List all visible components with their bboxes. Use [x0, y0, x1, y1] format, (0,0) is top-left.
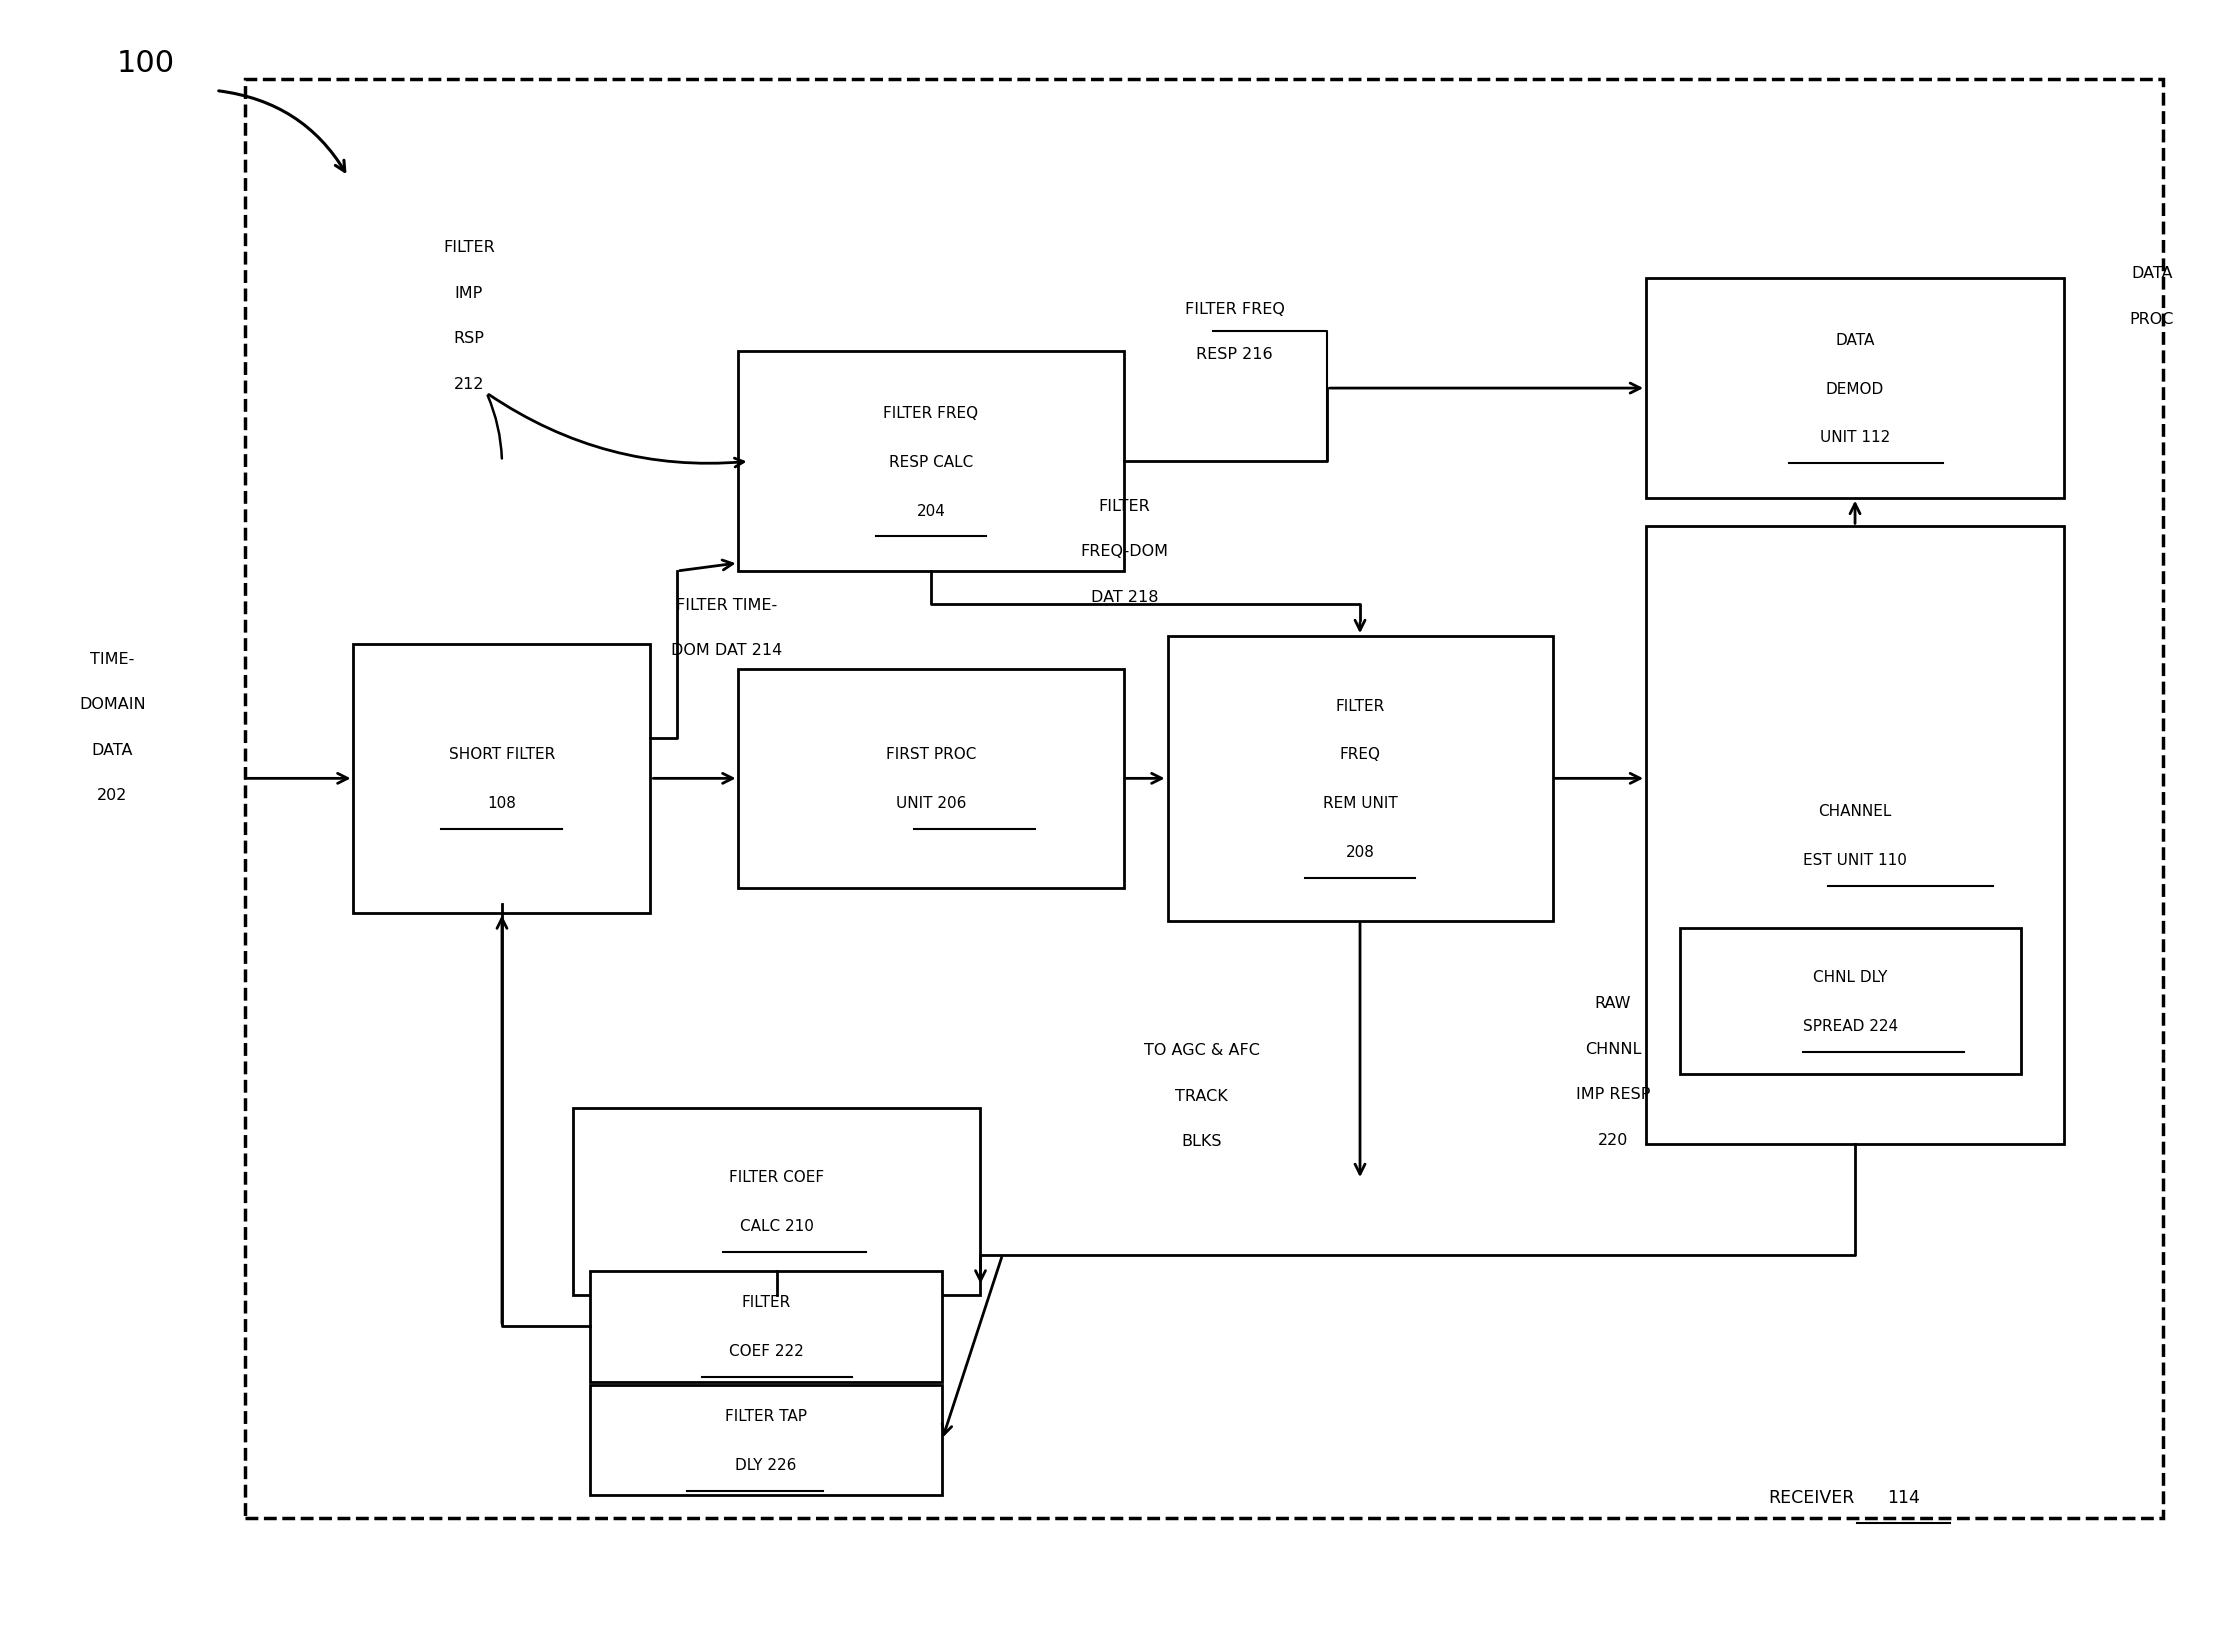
Text: DATA: DATA	[1835, 333, 1875, 347]
Text: TRACK: TRACK	[1176, 1088, 1229, 1103]
Text: FILTER: FILTER	[1098, 498, 1151, 513]
Bar	[739, 669, 1122, 888]
Text: DOMAIN: DOMAIN	[80, 697, 146, 711]
Text: RESP 216: RESP 216	[1196, 347, 1273, 362]
Text: DAT 218: DAT 218	[1092, 590, 1158, 605]
Text: BLKS: BLKS	[1182, 1134, 1222, 1149]
Text: FREQ-DOM: FREQ-DOM	[1080, 544, 1169, 559]
Bar	[1680, 928, 2021, 1075]
Text: 204: 204	[917, 503, 945, 518]
Text: 100: 100	[117, 49, 175, 79]
Text: PROC: PROC	[2130, 311, 2174, 326]
Text: DLY 226: DLY 226	[735, 1457, 797, 1472]
Text: UNIT 206: UNIT 206	[897, 797, 965, 811]
Bar	[1645, 279, 2063, 498]
Text: FILTER TIME-: FILTER TIME-	[675, 598, 777, 613]
Text: TIME-: TIME-	[91, 651, 135, 665]
Text: FILTER COEF: FILTER COEF	[728, 1170, 824, 1185]
Bar	[354, 644, 651, 913]
Text: RAW: RAW	[1594, 995, 1632, 1011]
Text: REM UNIT: REM UNIT	[1322, 797, 1397, 811]
Text: 220: 220	[1599, 1133, 1627, 1147]
Bar	[1645, 528, 2063, 1144]
Text: FREQ: FREQ	[1339, 747, 1382, 762]
Text: FILTER: FILTER	[1335, 698, 1384, 713]
Text: EST UNIT 110: EST UNIT 110	[1802, 852, 1906, 867]
Text: CHNNL: CHNNL	[1585, 1041, 1641, 1056]
Text: 202: 202	[97, 788, 128, 803]
Text: UNIT 112: UNIT 112	[1820, 429, 1891, 446]
Text: RESP CALC: RESP CALC	[888, 454, 974, 469]
Text: RECEIVER: RECEIVER	[1767, 1488, 1853, 1506]
Text: CHANNEL: CHANNEL	[1818, 803, 1891, 820]
Text: CHNL DLY: CHNL DLY	[1813, 970, 1889, 985]
FancyBboxPatch shape	[244, 80, 2163, 1518]
Bar	[589, 1385, 941, 1495]
Text: DEMOD: DEMOD	[1827, 382, 1884, 397]
Bar	[739, 352, 1122, 572]
Text: 114: 114	[1886, 1488, 1920, 1506]
Text: DATA: DATA	[2132, 266, 2172, 280]
Text: DOM DAT 214: DOM DAT 214	[671, 642, 782, 657]
Text: FIRST PROC: FIRST PROC	[886, 747, 976, 762]
Text: SPREAD 224: SPREAD 224	[1802, 1018, 1897, 1033]
Text: RSP: RSP	[454, 331, 485, 346]
Text: FILTER: FILTER	[742, 1295, 790, 1310]
Text: FILTER TAP: FILTER TAP	[724, 1408, 806, 1423]
Text: TO AGC & AFC: TO AGC & AFC	[1145, 1042, 1260, 1057]
Bar	[573, 1108, 981, 1295]
Bar	[589, 1272, 941, 1382]
Text: IMP RESP: IMP RESP	[1576, 1087, 1649, 1101]
Text: SHORT FILTER: SHORT FILTER	[449, 747, 556, 762]
Text: FILTER FREQ: FILTER FREQ	[883, 406, 979, 421]
Text: 212: 212	[454, 377, 485, 392]
Text: FILTER: FILTER	[443, 239, 496, 256]
Text: IMP: IMP	[454, 285, 483, 300]
Text: CALC 210: CALC 210	[739, 1218, 815, 1233]
Text: COEF 222: COEF 222	[728, 1344, 804, 1359]
Text: 208: 208	[1346, 844, 1375, 859]
Text: FILTER FREQ: FILTER FREQ	[1184, 302, 1284, 316]
Text: DATA: DATA	[91, 742, 133, 757]
Bar	[1167, 636, 1552, 921]
Text: 108: 108	[487, 797, 516, 811]
